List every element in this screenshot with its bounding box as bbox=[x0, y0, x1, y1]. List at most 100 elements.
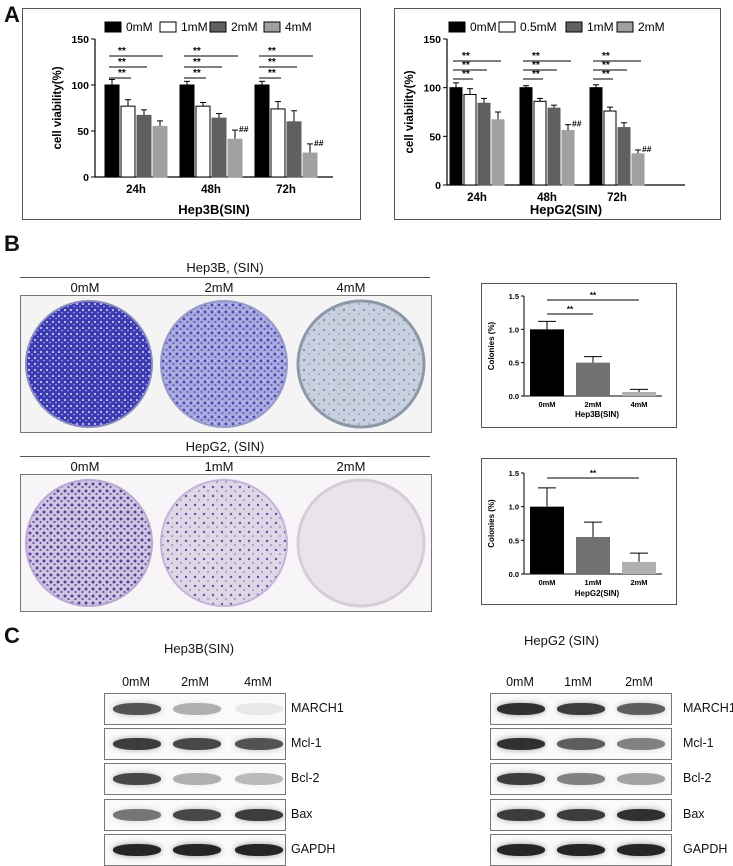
hepg2-viability-bar-2-2 bbox=[617, 127, 631, 186]
hep3b-viability-bar-2-1 bbox=[270, 108, 286, 178]
hep3b-colony-category-label-1: 2mM bbox=[584, 400, 601, 409]
hep3b-colony-bar-0 bbox=[530, 329, 564, 396]
hepg2-dish-label-3: 2mM bbox=[336, 459, 366, 474]
hep3b-colony-chart-box: 0.0 0.5 1.0 1.5 Colonies (%) Hep3B(SIN) 0mM 2mM… bbox=[481, 283, 677, 428]
hepg2-viability-chart-box: 0mM 0.5mM 1mM 2mM 0 50 100 150 cell viability(%)… bbox=[394, 8, 721, 220]
hepg2-viability-y-tick-label-0: 0 bbox=[435, 180, 441, 192]
hepg2-colony-y-axis-label: Colonies (%) bbox=[487, 499, 496, 548]
hep3b-viability-sig-label-2-1: ** bbox=[268, 68, 276, 79]
hep3b-band-2-1 bbox=[173, 773, 221, 785]
hepg2-band-2-1 bbox=[557, 773, 605, 785]
hep3b-colony-bar-1 bbox=[576, 362, 610, 396]
hep3b-viability-category-label-1: 48h bbox=[201, 184, 221, 196]
hepg2-viability-bar-0-3 bbox=[491, 119, 505, 186]
hep3b-viability-bar-1-2 bbox=[211, 117, 227, 178]
hep3b-band-0-1 bbox=[173, 703, 221, 715]
hepg2-colony-plate-frame bbox=[20, 474, 432, 612]
hepg2-viability-bar-1-0 bbox=[519, 87, 533, 186]
hep3b-viability-chart-box: 0mM 1mM 2mM 4mM 0 50 100 150 cell viability(%) He… bbox=[22, 8, 361, 220]
hep3b-colony-y-tick-label-0: 0.0 bbox=[509, 392, 519, 401]
hep3b-colony-category-label-0: 0mM bbox=[538, 400, 555, 409]
hep3b-blot-strip-1 bbox=[104, 728, 286, 760]
hepg2-viability-y-axis-label: cell viability(%) bbox=[404, 70, 416, 153]
hepg2-viability-chart: 0mM 0.5mM 1mM 2mM 0 50 100 150 cell viability(%)… bbox=[404, 20, 685, 217]
hep3b-viability-bar-2-0 bbox=[254, 84, 270, 178]
hep3b-viability-bar-1-0 bbox=[179, 84, 195, 178]
hepg2-dish-2mM bbox=[296, 478, 426, 608]
hepg2-viability-bar-1-3 bbox=[561, 129, 575, 186]
hep3b-colony-x-axis-label: Hep3B(SIN) bbox=[575, 410, 619, 419]
hepg2-band-4-1 bbox=[557, 844, 605, 856]
hep3b-viability-sig-label-1-2: ** bbox=[193, 57, 201, 68]
hepg2-viability-category-label-0: 24h bbox=[467, 192, 487, 204]
hep3b-viability-sig-label-2-3: ** bbox=[268, 46, 276, 57]
hep3b-protein-label-2: Bcl-2 bbox=[291, 771, 320, 785]
hep3b-colony-plates bbox=[25, 299, 426, 429]
hepg2-viability-bar-2-0 bbox=[589, 87, 603, 186]
hepg2-viability-bar-2-3 bbox=[631, 153, 645, 186]
hep3b-colony-sig-label-0: ** bbox=[590, 291, 597, 300]
hepg2-viability-category-label-1: 48h bbox=[537, 192, 557, 204]
hep3b-protein-label-0: MARCH1 bbox=[291, 701, 344, 715]
hep3b-band-4-1 bbox=[173, 844, 221, 856]
hepg2-viability-legend-label-3: 2mM bbox=[638, 20, 665, 34]
hep3b-viability-category-label-0: 24h bbox=[126, 184, 146, 196]
hepg2-viability-bar-0-2 bbox=[477, 102, 491, 186]
hepg2-viability-sig-label-2-2: ** bbox=[602, 60, 610, 71]
hepg2-viability-x-axis-title: HepG2(SIN) bbox=[530, 202, 602, 217]
hepg2-blot-lane-label-3: 2mM bbox=[625, 675, 653, 689]
hepg2-colony-bar-0 bbox=[530, 506, 564, 574]
hep3b-viability-sig-label-1-3: ** bbox=[193, 46, 201, 57]
hepg2-band-4-0 bbox=[497, 844, 545, 856]
hep3b-blot-strip-2 bbox=[104, 763, 286, 795]
hepg2-viability-bar-0-1 bbox=[463, 93, 477, 186]
hepg2-viability-bar-1-1 bbox=[533, 100, 547, 186]
hep3b-viability-chart: 0mM 1mM 2mM 4mM 0 50 100 150 cell viability(%) He… bbox=[52, 20, 333, 217]
hepg2-protein-label-0: MARCH1 bbox=[683, 701, 733, 715]
hepg2-blot-strip-2 bbox=[490, 763, 672, 795]
hep3b-band-2-2 bbox=[235, 773, 283, 785]
hep3b-dish-label-3: 4mM bbox=[336, 280, 366, 295]
hepg2-viability-legend-label-0: 0mM bbox=[470, 20, 497, 34]
hep3b-blot-strip-0 bbox=[104, 693, 286, 725]
hep3b-viability-bar-0-3 bbox=[152, 125, 168, 178]
hep3b-viability-bar-0-0 bbox=[104, 84, 120, 178]
hep3b-viability-y-axis-label: cell viability(%) bbox=[52, 66, 64, 149]
hep3b-band-1-0 bbox=[113, 738, 161, 750]
hep3b-dish-0mM bbox=[25, 300, 153, 428]
hep3b-viability-legend-label-3: 4mM bbox=[285, 20, 312, 34]
panel-label-c: C bbox=[4, 623, 20, 648]
hepg2-band-0-2 bbox=[617, 703, 665, 715]
hep3b-colony-y-tick-label-3: 1.5 bbox=[509, 292, 519, 301]
hep3b-viability-y-tick-label-0: 0 bbox=[83, 172, 89, 184]
hep3b-viability-sig-label-0-3: ** bbox=[118, 46, 126, 57]
hepg2-colony-title-rule bbox=[20, 456, 430, 457]
hep3b-viability-sig-label-1-1: ** bbox=[193, 68, 201, 79]
hepg2-viability-hash-marker-2: ## bbox=[642, 144, 652, 154]
hep3b-protein-label-1: Mcl-1 bbox=[291, 736, 322, 750]
hepg2-colony-x-axis-label: HepG2(SIN) bbox=[575, 589, 620, 598]
hep3b-viability-y-tick-label-1: 50 bbox=[77, 126, 89, 138]
hep3b-viability-bar-1-3 bbox=[227, 138, 243, 178]
hep3b-colony-y-axis-label: Colonies (%) bbox=[487, 321, 496, 370]
hepg2-blot-strip-0 bbox=[490, 693, 672, 725]
hep3b-viability-bar-0-2 bbox=[136, 114, 152, 178]
hep3b-viability-legend-swatch-3 bbox=[263, 21, 281, 33]
hepg2-protein-label-2: Bcl-2 bbox=[683, 771, 712, 785]
hepg2-viability-y-tick-label-3: 150 bbox=[423, 34, 441, 46]
hep3b-viability-hash-marker-1: ## bbox=[239, 124, 249, 134]
hepg2-band-4-2 bbox=[617, 844, 665, 856]
hepg2-colony-plates bbox=[25, 478, 426, 608]
hepg2-dish-label-2: 1mM bbox=[204, 459, 234, 474]
hepg2-viability-legend-swatch-0 bbox=[448, 21, 466, 33]
hepg2-blot-title: HepG2 (SIN) bbox=[524, 633, 600, 648]
hepg2-dish-0mM bbox=[25, 479, 153, 607]
hepg2-band-1-0 bbox=[497, 738, 545, 750]
hep3b-viability-category-label-2: 72h bbox=[276, 184, 296, 196]
hep3b-band-1-1 bbox=[173, 738, 221, 750]
hepg2-colony-chart-box: 0.0 0.5 1.0 1.5 Colonies (%) HepG2(SIN) 0mM 1mM… bbox=[481, 458, 677, 605]
hepg2-colony-y-tick-label-2: 1.0 bbox=[509, 503, 519, 512]
hepg2-viability-sig-label-2-1: ** bbox=[602, 69, 610, 80]
hep3b-band-3-2 bbox=[235, 809, 283, 821]
